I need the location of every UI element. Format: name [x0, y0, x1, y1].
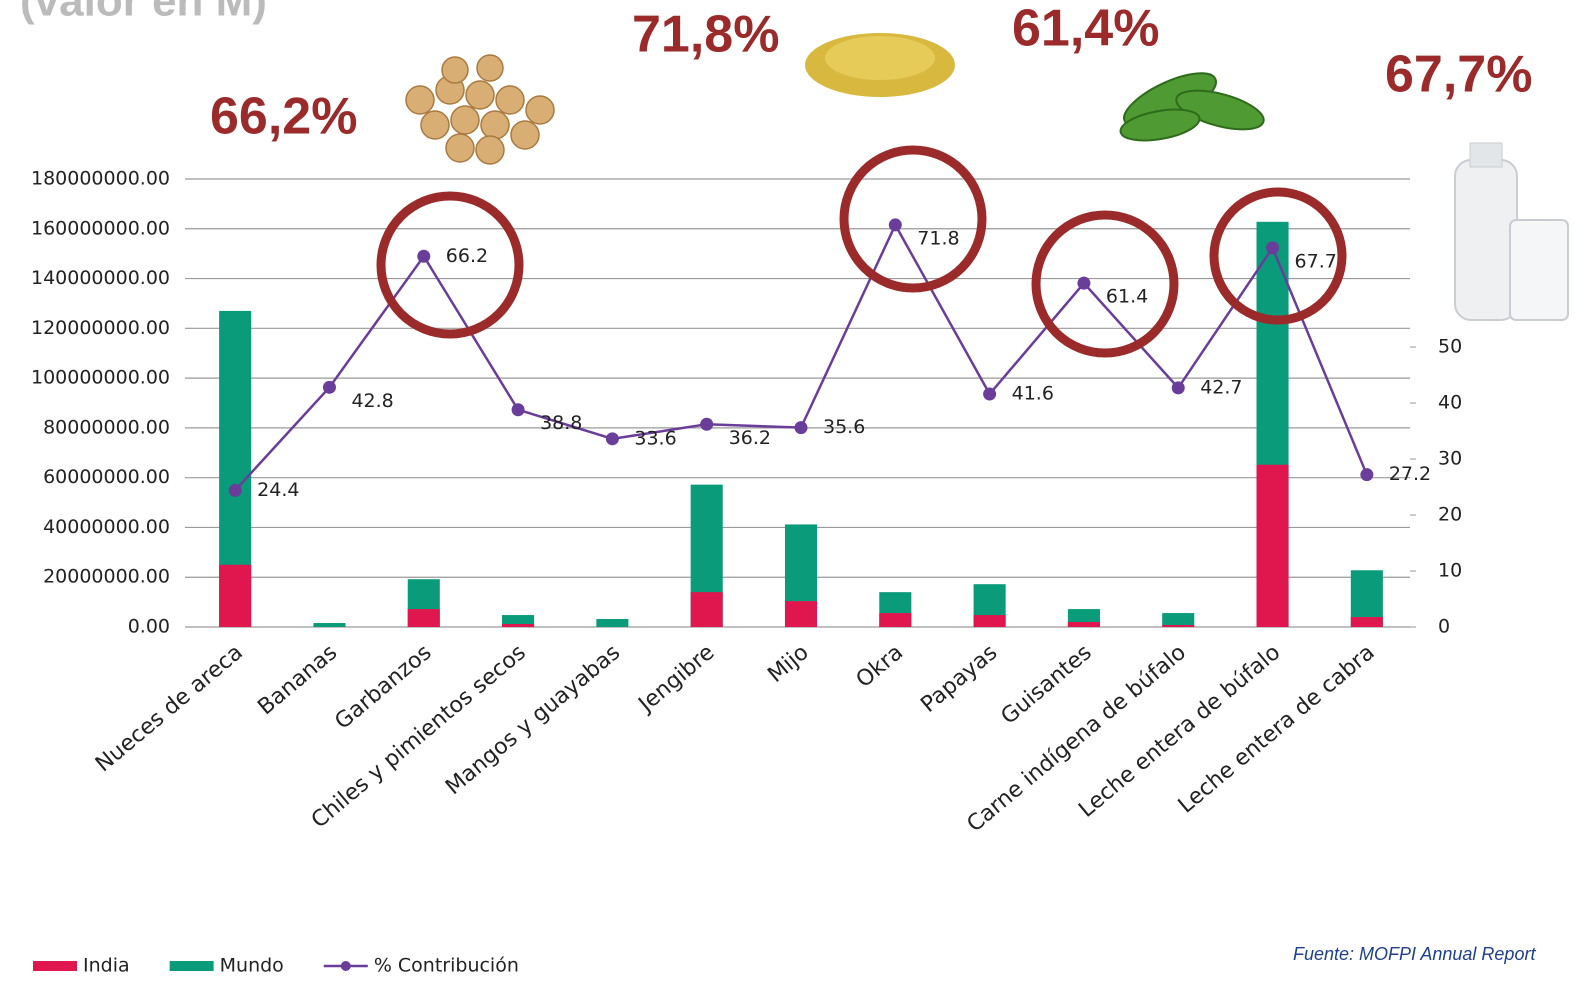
legend-label: India — [83, 955, 130, 977]
y2-tick-label: 10 — [1438, 560, 1462, 582]
legend-marker — [340, 961, 351, 971]
bar — [502, 624, 535, 627]
y-tick-label: 0.00 — [128, 616, 170, 638]
y2-tick-label: 0 — [1438, 616, 1450, 638]
illustrations — [405, 33, 1569, 321]
point-label: 38.8 — [540, 412, 582, 434]
x-tick-label: Jengibre — [633, 640, 720, 718]
annotation: 61,4% — [1012, 0, 1159, 58]
bar — [502, 615, 535, 627]
bar — [1350, 617, 1383, 627]
y-tick-label: 120000000.00 — [31, 317, 170, 339]
annotation: 71,8% — [632, 6, 779, 64]
point-label: 66.2 — [446, 245, 488, 267]
highlight-circles — [376, 145, 1347, 358]
point-label: 61.4 — [1106, 286, 1148, 308]
bar — [313, 623, 346, 627]
y-tick-label: 20000000.00 — [43, 566, 170, 588]
line-point — [605, 432, 619, 446]
line-point — [417, 249, 431, 263]
legend-swatch — [169, 961, 214, 971]
annotation: 67,7% — [1385, 46, 1532, 104]
legend-label: Mundo — [220, 955, 284, 977]
bar — [690, 592, 723, 627]
millet-image — [805, 33, 955, 97]
point-label: 71.8 — [917, 227, 959, 249]
bar — [1162, 613, 1195, 627]
x-tick-label: Papayas — [916, 640, 1002, 718]
point-label: 67.7 — [1295, 250, 1337, 272]
y2-tick-label: 30 — [1438, 448, 1462, 470]
point-label: 27.2 — [1389, 463, 1431, 485]
y-tick-label: 80000000.00 — [43, 416, 170, 438]
point-label: 42.7 — [1200, 376, 1242, 398]
bar — [1067, 622, 1100, 627]
y2-tick-label: 50 — [1438, 336, 1462, 358]
chart-title: (valor en M) — [20, 0, 267, 26]
x-tick-label: Nueces de areca — [91, 640, 248, 777]
legend-swatch — [33, 961, 77, 971]
x-tick-label: Leche entera de cabra — [1174, 640, 1380, 818]
line-point — [511, 403, 525, 417]
point-label: 35.6 — [823, 416, 865, 438]
line-point — [228, 483, 242, 497]
x-tick-label: Mijo — [763, 640, 813, 688]
bar — [784, 601, 818, 627]
line-point — [1360, 468, 1374, 482]
bar — [219, 564, 252, 627]
point-label: 42.8 — [351, 390, 393, 412]
point-label: 36.2 — [729, 427, 771, 449]
y2-tick-label: 40 — [1438, 392, 1462, 414]
chickpeas-image — [405, 54, 555, 165]
line-point — [983, 387, 997, 401]
y-tick-label: 160000000.00 — [31, 217, 170, 239]
line-series — [234, 222, 1369, 492]
line-point — [794, 421, 808, 435]
bar — [1256, 464, 1289, 627]
line-point — [1171, 381, 1185, 395]
y-tick-label: 40000000.00 — [43, 516, 170, 538]
bar — [879, 613, 912, 627]
annotation: 66,2% — [210, 88, 357, 146]
bar — [407, 609, 440, 627]
x-tick-label: Guisantes — [997, 640, 1097, 730]
legend-label: % Contribución — [374, 955, 519, 977]
y-tick-label: 180000000.00 — [31, 168, 170, 190]
x-tick-label: Mangos y guayabas — [441, 640, 625, 800]
y2-tick-label: 20 — [1438, 504, 1462, 526]
y-tick-label: 140000000.00 — [31, 267, 170, 289]
bar — [973, 615, 1006, 627]
y-tick-label: 100000000.00 — [31, 367, 170, 389]
peas-image — [1119, 72, 1265, 142]
bar — [596, 619, 629, 627]
y-tick-label: 60000000.00 — [43, 466, 170, 488]
line-point — [1266, 241, 1280, 255]
point-label: 41.6 — [1012, 383, 1054, 405]
x-tick-label: Bananas — [253, 640, 342, 720]
line-point — [888, 218, 902, 232]
line-point — [322, 380, 336, 394]
point-label: 33.6 — [634, 427, 676, 449]
line-point — [700, 417, 714, 431]
source-note: Fuente: MOFPI Annual Report — [1293, 944, 1536, 964]
line-point — [1077, 276, 1091, 290]
point-label: 24.4 — [257, 479, 299, 501]
milk-image — [1454, 142, 1569, 321]
bar — [1162, 625, 1195, 627]
x-tick-label: Okra — [852, 640, 908, 693]
